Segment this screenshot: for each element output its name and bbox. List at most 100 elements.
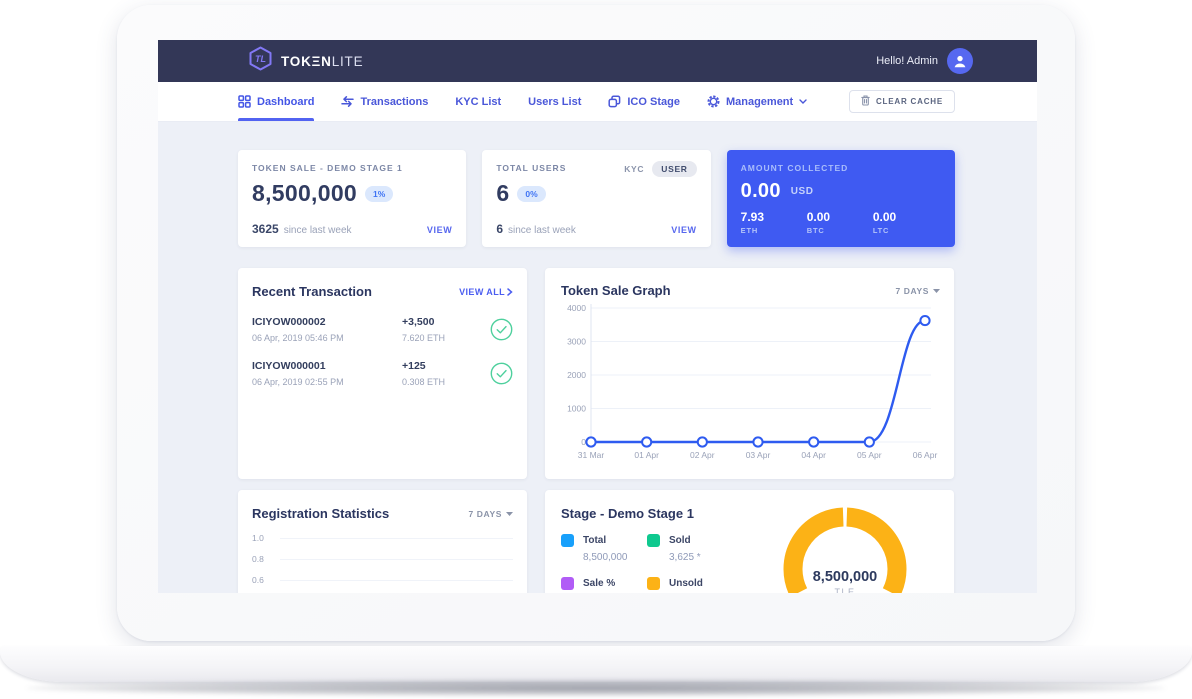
token-sale-line-chart[interactable]: 0 1000 2000 3000 4000 31 Mar 01 Apr 02 Apr 03 Ap…	[561, 298, 940, 466]
transaction-date: 06 Apr, 2019 02:55 PM	[252, 377, 344, 387]
token-gauge-chart: 8,500,000 TLE	[770, 504, 920, 593]
dashboard-screen: TL TOKΞNLITE Hello! Admin	[158, 40, 1037, 593]
range-dropdown[interactable]: 7 DAYS	[895, 286, 940, 296]
tab-label: Transactions	[360, 95, 429, 108]
person-icon	[954, 55, 966, 68]
recent-transactions-card: Recent Transaction VIEW ALL ICIYOW000002…	[238, 268, 527, 479]
dashboard-content: TOKEN SALE - DEMO STAGE 1 8,500,000 1% 3…	[158, 122, 1037, 593]
transaction-crypto-amount: 7.620 ETH	[402, 333, 446, 343]
tab-management[interactable]: Management	[707, 82, 807, 121]
kyc-toggle[interactable]: KYC	[624, 164, 645, 174]
y-axis-tick: 0.6	[252, 575, 264, 585]
y-axis-tick: 1.0	[252, 533, 264, 543]
coin-label: BTC	[806, 226, 825, 235]
svg-text:0: 0	[581, 437, 586, 447]
transaction-id: ICIYOW000002	[252, 316, 326, 328]
svg-text:01 Apr: 01 Apr	[634, 450, 659, 460]
tab-label: Management	[725, 95, 794, 108]
laptop-shadow	[26, 680, 1166, 696]
gridline	[280, 537, 513, 539]
legend-item-total: Total 8,500,000	[561, 534, 647, 563]
user-toggle[interactable]: USER	[652, 161, 697, 177]
legend-label: Sold	[669, 535, 691, 546]
clear-cache-button[interactable]: CLEAR CACHE	[848, 90, 955, 113]
view-all-link[interactable]: VIEW ALL	[459, 287, 513, 297]
tab-transactions[interactable]: Transactions	[341, 82, 428, 121]
coin-value: 0.00	[872, 210, 897, 224]
svg-text:3000: 3000	[567, 337, 586, 347]
svg-text:TL: TL	[255, 54, 266, 64]
tab-ico-stage[interactable]: ICO Stage	[608, 82, 680, 121]
y-axis-tick: 0.8	[252, 554, 264, 564]
legend-swatch	[561, 577, 574, 590]
svg-text:03 Apr: 03 Apr	[746, 450, 771, 460]
svg-text:4000: 4000	[567, 303, 586, 313]
tokenlite-hexagon-logo-icon: TL	[248, 46, 273, 76]
laptop-base	[0, 646, 1192, 682]
transaction-row[interactable]: ICIYOW000002 06 Apr, 2019 05:46 PM +3,50…	[252, 316, 513, 343]
chevron-right-icon	[507, 287, 513, 296]
tab-dashboard[interactable]: Dashboard	[238, 82, 315, 121]
topbar: TL TOKΞNLITE Hello! Admin	[158, 40, 1037, 82]
coin-ltc: 0.00 LTC	[873, 210, 939, 235]
legend-swatch	[647, 534, 660, 547]
transaction-row[interactable]: ICIYOW000001 06 Apr, 2019 02:55 PM +125 …	[252, 360, 513, 387]
card-label: TOKEN SALE - DEMO STAGE 1	[252, 163, 403, 173]
coin-value: 7.93	[740, 210, 765, 224]
tab-users-list[interactable]: Users List	[528, 82, 581, 121]
panel-title: Recent Transaction	[252, 284, 372, 299]
legend-label: Unsold	[669, 578, 703, 589]
svg-text:TLE: TLE	[834, 587, 855, 593]
legend-swatch	[647, 577, 660, 590]
stage-gauge-card: Stage - Demo Stage 1 Total 8,500,000	[545, 490, 954, 593]
view-all-label: VIEW ALL	[459, 286, 505, 297]
panel-title: Token Sale Graph	[561, 283, 671, 298]
swap-icon	[341, 96, 355, 107]
check-circle-icon	[490, 362, 513, 385]
percent-badge: 1%	[365, 185, 394, 202]
tab-label: ICO Stage	[627, 95, 680, 108]
amount-collected-value: 0.00	[740, 180, 781, 202]
trash-icon	[861, 95, 870, 108]
percent-badge: 0%	[517, 185, 546, 202]
brand-logo[interactable]: TL TOKΞNLITE	[248, 46, 363, 76]
range-label: 7 DAYS	[895, 285, 929, 296]
registration-statistics-card: Registration Statistics 7 DAYS 1.0 0.8 0…	[238, 490, 527, 593]
svg-text:31 Mar: 31 Mar	[578, 450, 605, 460]
total-users-card: TOTAL USERS KYC USER 6 0% 6 since last w…	[482, 150, 711, 247]
grid-icon	[238, 95, 251, 108]
transaction-id: ICIYOW000001	[252, 360, 326, 372]
svg-text:1000: 1000	[567, 404, 586, 414]
svg-text:8,500,000: 8,500,000	[813, 569, 878, 585]
tab-label: Users List	[528, 95, 582, 108]
range-dropdown[interactable]: 7 DAYS	[468, 509, 513, 519]
card-label: AMOUNT COLLECTED	[740, 163, 849, 173]
delta-label: since last week	[508, 225, 576, 236]
token-sale-graph-card: Token Sale Graph 7 DAYS 0 1000 2000 3000 400…	[545, 268, 954, 479]
greeting-text: Hello! Admin	[876, 55, 938, 67]
svg-text:2000: 2000	[567, 370, 586, 380]
amount-collected-card: AMOUNT COLLECTED 0.00 USD 7.93 ETH 0.00	[726, 150, 955, 247]
delta-value: 3625	[252, 222, 279, 236]
transaction-amount: +3,500	[402, 316, 435, 328]
user-avatar[interactable]	[947, 48, 973, 74]
card-label: TOTAL USERS	[496, 163, 567, 173]
legend-label: Total	[583, 535, 607, 546]
legend-value: 3,625 *	[669, 552, 701, 563]
view-link[interactable]: VIEW	[426, 225, 453, 235]
panel-title: Stage - Demo Stage 1	[561, 506, 694, 521]
svg-text:05 Apr: 05 Apr	[857, 450, 882, 460]
legend-value: 8,500,000	[583, 552, 628, 563]
legend-label: Sale %	[583, 578, 616, 589]
svg-text:04 Apr: 04 Apr	[801, 450, 826, 460]
check-circle-icon	[490, 318, 513, 341]
brand-name: TOKΞNLITE	[281, 53, 364, 69]
view-link[interactable]: VIEW	[671, 225, 697, 235]
gauge-legend: Total 8,500,000 Sold 3,625 *	[561, 534, 938, 590]
delta-value: 6	[496, 222, 504, 236]
chevron-down-icon	[799, 99, 807, 104]
gridline	[280, 579, 513, 581]
legend-item-unsold: Unsold	[647, 577, 733, 590]
tab-kyc-list[interactable]: KYC List	[455, 82, 501, 121]
